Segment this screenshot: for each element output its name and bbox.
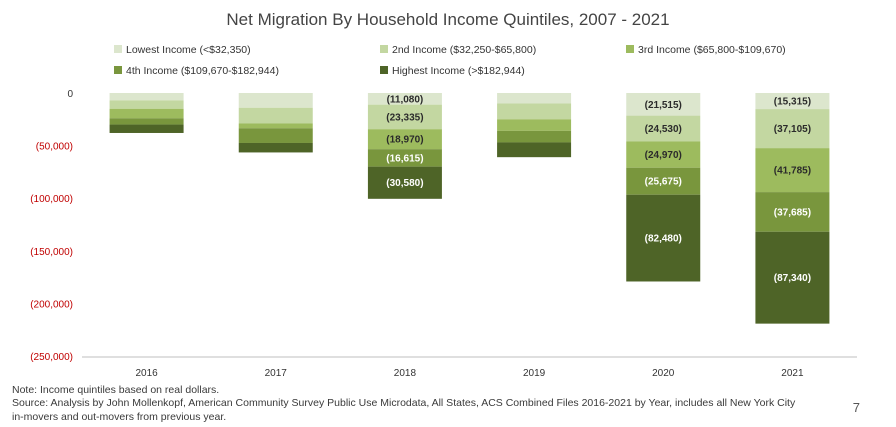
note-text: Note: Income quintiles based on real dol… xyxy=(12,384,220,396)
chart-title: Net Migration By Household Income Quinti… xyxy=(226,10,670,29)
bar-segment-2017-4 xyxy=(238,128,313,143)
data-label: (30,580) xyxy=(386,178,423,189)
x-axis: 2016 2017 2018 2019 2020 2021 xyxy=(82,356,857,379)
bar-segment-2018-2 xyxy=(367,104,442,130)
bar-segment-2017-5 xyxy=(238,142,313,153)
bar-segment-2019-2 xyxy=(497,103,572,120)
x-tick-label: 2016 xyxy=(135,368,158,379)
legend-label-4: 4th Income ($109,670-$182,944) xyxy=(126,65,279,77)
y-axis: 0 (50,000) (100,000) (150,000) (200,000) (250… xyxy=(30,89,73,363)
bar-segment-2021-5 xyxy=(755,231,830,324)
bar-segment-2020-3 xyxy=(626,141,701,168)
legend-swatch-5 xyxy=(380,66,388,74)
x-tick-label: 2019 xyxy=(523,368,546,379)
data-label: (23,335) xyxy=(386,112,423,123)
bar-segment-2016-2 xyxy=(109,100,184,109)
data-label: (82,480) xyxy=(645,234,682,245)
data-label: (16,615) xyxy=(386,153,423,164)
bar-segment-2019-1 xyxy=(497,93,572,104)
bar-segment-2021-1 xyxy=(755,93,830,110)
data-label: (24,970) xyxy=(645,150,682,161)
bar-segment-2016-4 xyxy=(109,118,184,125)
legend-swatch-4 xyxy=(114,66,122,74)
data-label: (37,105) xyxy=(774,124,811,135)
bar-segment-2017-3 xyxy=(238,123,313,129)
x-tick-label: 2018 xyxy=(394,368,417,379)
y-tick-label: (150,000) xyxy=(30,247,73,258)
data-label: (41,785) xyxy=(774,166,811,177)
stacked-bar-chart: Lowest Income (<$32,350) 2nd Income ($32,… xyxy=(30,44,857,379)
bar-segment-2019-5 xyxy=(497,142,572,158)
y-tick-label: (100,000) xyxy=(30,194,73,205)
y-tick-label: (250,000) xyxy=(30,352,73,363)
bars: (11,080) (23,335) (18,970) (16,615) (30,580)… xyxy=(109,93,830,324)
data-label: (18,970) xyxy=(386,135,423,146)
legend-label-3: 3rd Income ($65,800-$109,670) xyxy=(638,44,786,56)
legend-label-5: Highest Income (>$182,944) xyxy=(392,65,525,77)
chart-legend: Lowest Income (<$32,350) 2nd Income ($32,… xyxy=(114,44,786,77)
legend-swatch-3 xyxy=(626,45,634,53)
legend-swatch-1 xyxy=(114,45,122,53)
bar-segment-2018-1 xyxy=(367,93,442,105)
data-label: (25,675) xyxy=(645,177,682,188)
data-label: (11,080) xyxy=(387,94,424,105)
data-label: (15,315) xyxy=(774,97,811,108)
bar-segment-2016-3 xyxy=(109,108,184,119)
data-label: (21,515) xyxy=(645,100,682,111)
bar-segment-2021-4 xyxy=(755,192,830,232)
bar-segment-2019-4 xyxy=(497,130,572,143)
legend-swatch-2 xyxy=(380,45,388,53)
x-tick-label: 2021 xyxy=(781,368,804,379)
bar-segment-2018-5 xyxy=(367,166,442,199)
y-tick-label: (200,000) xyxy=(30,299,73,310)
data-label: (87,340) xyxy=(774,273,811,284)
bar-segment-2017-1 xyxy=(238,93,313,108)
source-text-line-1: Source: Analysis by John Mollenkopf, Ame… xyxy=(12,397,796,410)
bar-segment-2021-2 xyxy=(755,109,830,149)
y-tick-label: 0 xyxy=(67,89,73,100)
bar-segment-2020-4 xyxy=(626,167,701,195)
bar-segment-2017-2 xyxy=(238,107,313,124)
bar-segment-2019-3 xyxy=(497,119,572,131)
data-label: (37,685) xyxy=(774,207,811,218)
bar-segment-2020-1 xyxy=(626,93,701,116)
data-label: (24,530) xyxy=(645,124,682,135)
legend-label-1: Lowest Income (<$32,350) xyxy=(126,44,251,56)
footnotes: Note: Income quintiles based on real dol… xyxy=(12,384,795,424)
x-tick-label: 2020 xyxy=(652,368,675,379)
bar-segment-2018-3 xyxy=(367,129,442,150)
x-tick-label: 2017 xyxy=(265,368,288,379)
y-tick-label: (50,000) xyxy=(36,142,73,153)
bar-segment-2020-5 xyxy=(626,194,701,282)
bar-segment-2018-4 xyxy=(367,149,442,167)
bar-segment-2021-3 xyxy=(755,148,830,193)
legend-label-2: 2nd Income ($32,250-$65,800) xyxy=(392,44,536,56)
source-text-line-2: in-movers and out-movers from previous y… xyxy=(12,410,227,423)
bar-segment-2016-1 xyxy=(109,93,184,101)
bar-segment-2016-5 xyxy=(109,124,184,133)
bar-segment-2020-2 xyxy=(626,115,701,142)
page-number: 7 xyxy=(852,400,860,415)
